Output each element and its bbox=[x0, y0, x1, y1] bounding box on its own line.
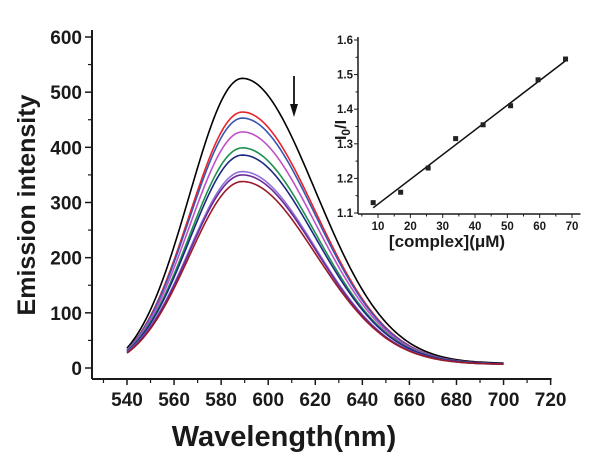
inset-y-tick-label: 1.1 bbox=[337, 208, 354, 220]
data-point bbox=[425, 165, 431, 171]
inset-x-tick-label: 30 bbox=[436, 221, 449, 233]
x-tick-label: 720 bbox=[535, 390, 567, 411]
inset-x-tick-label: 40 bbox=[469, 221, 482, 233]
y-tick-label: 300 bbox=[50, 193, 82, 214]
y-axis-title: Emission intensity bbox=[13, 94, 41, 315]
x-tick-label: 540 bbox=[111, 390, 143, 411]
series-line-8 bbox=[126, 180, 504, 365]
y-tick-label: 0 bbox=[71, 359, 82, 380]
inset-y-tick-label: 1.4 bbox=[337, 104, 354, 116]
fit-line bbox=[372, 60, 566, 209]
x-tick-label: 600 bbox=[252, 390, 284, 411]
inset-x-axis-title: [complex](μM) bbox=[389, 232, 505, 251]
inset-x-tick-label: 60 bbox=[533, 221, 546, 233]
inset-ylabel-rest: /I bbox=[333, 120, 350, 129]
main-axes bbox=[91, 30, 552, 380]
y-tick-label: 400 bbox=[50, 138, 82, 159]
x-tick-label: 680 bbox=[441, 390, 473, 411]
inset-fit-line bbox=[372, 60, 566, 209]
x-tick-label: 580 bbox=[205, 390, 237, 411]
y-tick-label: 100 bbox=[50, 304, 82, 325]
inset-y-tick-label: 1.2 bbox=[337, 173, 353, 185]
x-axis-title: Wavelength(nm) bbox=[172, 421, 396, 453]
main-plot: 540 560 580 600 620 640 660 680 700 7200100200300… bbox=[13, 28, 566, 453]
inset-axes bbox=[357, 37, 581, 215]
inset-ticks: 10 20 30 40 50 60 70 1.1 1.2 1.3 1.4 1.5 1.6 bbox=[337, 35, 578, 233]
inset-x-tick-label: 70 bbox=[566, 221, 579, 233]
y-tick-label: 200 bbox=[50, 249, 82, 270]
data-point bbox=[563, 56, 569, 62]
data-point bbox=[370, 200, 376, 206]
inset-ylabel-i: I bbox=[333, 136, 350, 140]
inset-y-tick-label: 1.6 bbox=[337, 35, 353, 47]
decrease-arrow-head bbox=[290, 104, 298, 117]
data-point bbox=[398, 189, 404, 195]
inset-x-tick-label: 20 bbox=[404, 221, 417, 233]
series-line-5 bbox=[126, 154, 504, 365]
data-point bbox=[508, 103, 514, 109]
x-tick-label: 620 bbox=[299, 390, 331, 411]
inset-y-axis-title: I0/I bbox=[333, 120, 353, 140]
inset-x-tick-label: 50 bbox=[501, 221, 514, 233]
inset-points bbox=[370, 56, 569, 206]
main-ticks: 540 560 580 600 620 640 660 680 700 7200100200300… bbox=[50, 28, 566, 411]
x-tick-label: 660 bbox=[394, 390, 426, 411]
inset-y-tick-label: 1.3 bbox=[337, 139, 353, 151]
x-tick-label: 700 bbox=[488, 390, 520, 411]
svg-text:I0/I: I0/I bbox=[333, 120, 353, 140]
x-tick-label: 640 bbox=[346, 390, 378, 411]
x-tick-label: 560 bbox=[158, 390, 190, 411]
inset-plot: 10 20 30 40 50 60 70 1.1 1.2 1.3 1.4 1.5 1.6 [comple… bbox=[333, 35, 581, 251]
main-curves bbox=[126, 77, 504, 365]
series-line-0 bbox=[126, 77, 504, 364]
inset-ylabel-sub: 0 bbox=[339, 129, 353, 136]
inset-y-tick-label: 1.5 bbox=[337, 70, 354, 82]
y-tick-label: 600 bbox=[50, 28, 82, 49]
data-point bbox=[535, 77, 541, 83]
data-point bbox=[453, 136, 459, 142]
inset-x-tick-label: 10 bbox=[372, 221, 385, 233]
data-point bbox=[480, 122, 486, 128]
y-tick-label: 500 bbox=[50, 83, 82, 104]
